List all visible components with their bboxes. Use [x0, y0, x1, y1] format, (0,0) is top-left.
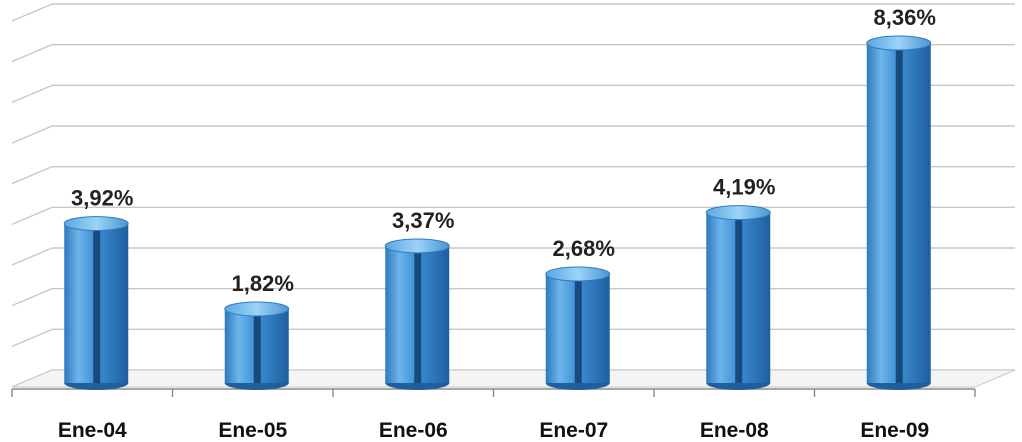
data-label: 4,19%	[713, 175, 775, 200]
bar	[705, 205, 771, 390]
gridline-side	[11, 288, 53, 307]
bar	[224, 301, 290, 390]
data-label: 1,82%	[232, 271, 294, 296]
x-axis	[11, 369, 1016, 397]
bar-cap	[705, 205, 771, 221]
bar-cap	[384, 238, 450, 254]
bar	[63, 216, 129, 390]
bar-cap	[866, 35, 932, 51]
bar	[384, 238, 450, 390]
chart-floor	[11, 369, 1016, 388]
bar-groove	[253, 310, 261, 383]
data-label: 2,68%	[553, 236, 615, 261]
bar-groove	[735, 214, 743, 383]
data-labels: 3,92% 1,82% 3,37% 2,68% 4,19% 8,36%	[71, 5, 936, 296]
gridline-side	[11, 125, 53, 144]
bar-groove	[574, 276, 582, 383]
x-tick-label: Ene-04	[58, 419, 127, 442]
bar-groove	[93, 225, 101, 383]
gridline-side	[11, 3, 53, 22]
gridline-side	[11, 166, 53, 185]
gridline-side	[11, 44, 53, 63]
gridline-side	[11, 247, 53, 266]
bar-cap	[224, 301, 290, 317]
bar-cap	[545, 266, 611, 282]
bar-cap	[63, 216, 129, 232]
x-tick-label: Ene-09	[860, 419, 929, 442]
bar	[545, 266, 611, 390]
gridline-side	[11, 84, 53, 103]
x-tick-label: Ene-08	[700, 419, 769, 442]
bars	[63, 35, 932, 390]
x-tick-label: Ene-05	[218, 419, 287, 442]
bar	[866, 35, 932, 390]
x-tick-labels: Ene-04 Ene-05 Ene-06 Ene-07 Ene-08 Ene-09	[58, 419, 929, 442]
data-label: 3,37%	[392, 208, 454, 233]
bar-groove	[414, 247, 422, 383]
gridlines	[11, 3, 1015, 388]
data-label: 8,36%	[874, 5, 936, 30]
gridline-side	[11, 206, 53, 225]
gridline-side	[11, 328, 53, 347]
x-tick-label: Ene-07	[539, 419, 608, 442]
data-label: 3,92%	[71, 186, 133, 211]
bar-groove	[895, 45, 903, 383]
x-tick-label: Ene-06	[379, 419, 448, 442]
